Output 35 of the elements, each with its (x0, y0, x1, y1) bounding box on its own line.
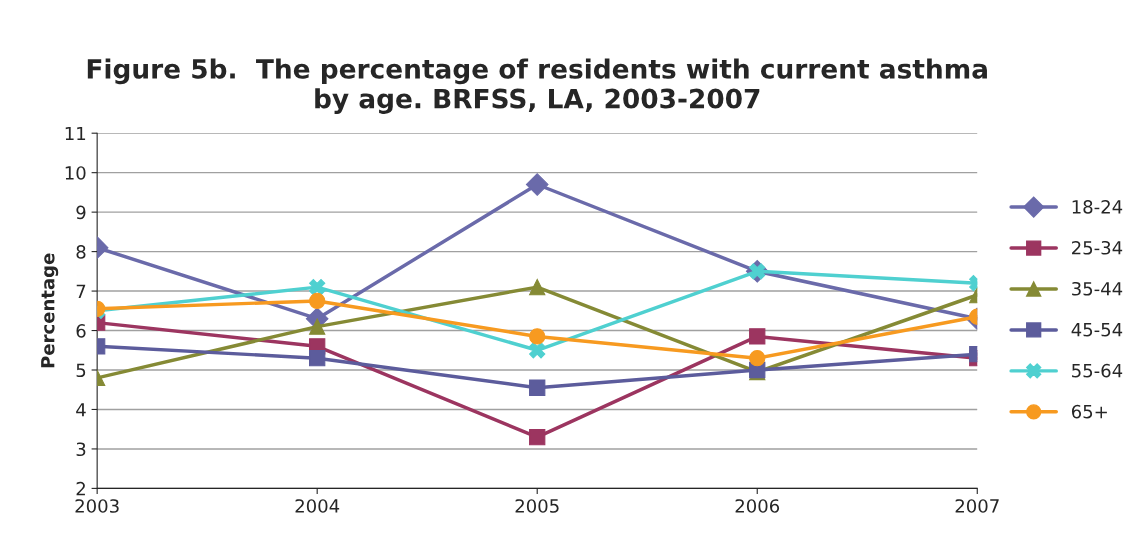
legend-label: 45-54 (1071, 323, 1123, 337)
y-tick-label: 9 (76, 205, 86, 220)
point (309, 318, 326, 335)
y-tick-label: 8 (76, 245, 86, 259)
y-tick-label: 10 (65, 166, 86, 180)
point (529, 278, 546, 296)
chart-title: Figure 5b. The percentage of residents with current asthma by age. BRFSS, LA, 2003-2007 (87, 58, 987, 114)
point (529, 328, 546, 345)
y-tick-label: 3 (76, 442, 86, 457)
x-tick-label: 2006 (735, 499, 780, 513)
y-tick-label: 5 (76, 363, 86, 378)
x-tick-label: 2007 (955, 499, 999, 513)
y-tick-label: 6 (76, 323, 86, 338)
point (749, 350, 766, 367)
point (749, 328, 766, 345)
point (309, 292, 326, 310)
legend-label: 55-64 (1072, 363, 1123, 378)
x-tick-label: 2005 (515, 499, 559, 513)
point (529, 379, 546, 396)
y-tick-label: 7 (76, 284, 86, 298)
point (529, 428, 546, 446)
legend-label: 35-44 (1072, 281, 1123, 296)
x-tick-label: 2004 (295, 499, 340, 513)
y-tick-label: 4 (76, 403, 86, 417)
y-tick-label: 11 (65, 126, 86, 141)
point (309, 350, 326, 367)
legend-label: 25-34 (1072, 240, 1123, 255)
legend-label: 18-24 (1072, 200, 1123, 214)
point (529, 342, 546, 359)
point (309, 278, 326, 296)
y-axis-title: Percentage (41, 253, 59, 368)
legend-label: 65+ (1071, 404, 1107, 419)
x-tick-label: 2003 (75, 499, 119, 513)
point (525, 173, 549, 196)
y-tick-label: 2 (76, 481, 85, 496)
